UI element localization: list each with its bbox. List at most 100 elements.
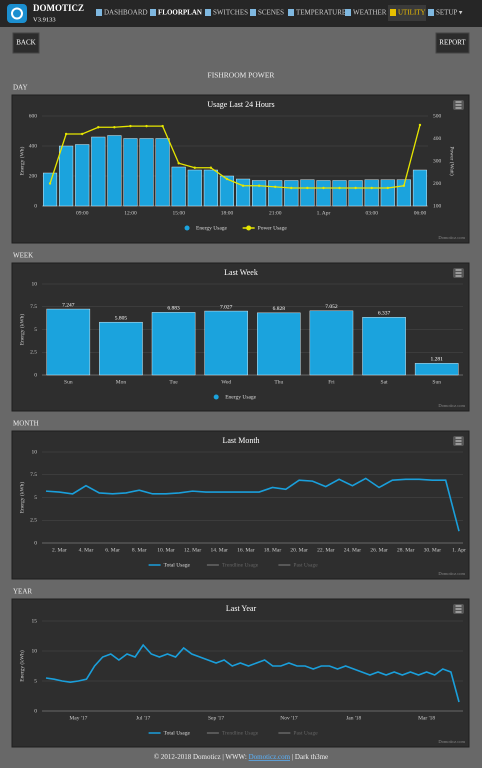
x-tick-label: 14. Mar (210, 547, 228, 553)
nav-item[interactable]: UTILITY (398, 9, 426, 17)
brand[interactable]: DOMOTICZ (33, 3, 84, 13)
x-tick-label: Sep '17 (208, 715, 224, 721)
legend-label[interactable]: Trendline Usage (222, 562, 259, 568)
line-point (97, 126, 100, 129)
footer-text: © 2012-2018 Domoticz | WWW: (154, 753, 249, 761)
line-point (354, 186, 357, 190)
bar (204, 310, 248, 376)
y-tick-label: 0 (34, 708, 37, 714)
y2-tick-label: 500 (433, 113, 442, 119)
y-tick-label: 15 (32, 618, 38, 624)
bar (316, 180, 331, 207)
x-tick-label: 26. Mar (370, 547, 388, 553)
x-tick-label: 28. Mar (397, 547, 415, 553)
bar (284, 180, 299, 207)
nav-item[interactable]: FLOORPLAN (158, 9, 202, 17)
y-tick-label: 10 (32, 648, 38, 654)
x-tick-label: 16. Mar (237, 547, 255, 553)
x-tick-label: 06:00 (414, 210, 427, 216)
nav-item[interactable]: SWITCHES (213, 9, 248, 17)
bar (139, 138, 154, 207)
x-tick-label: 24. Mar (344, 547, 362, 553)
version: V3.9133 (33, 16, 56, 23)
x-tick-label: Sun (64, 379, 73, 385)
nav-icon (345, 9, 351, 16)
legend-label[interactable]: Past Usage (293, 730, 318, 736)
data-label: 7.027 (220, 304, 233, 310)
report-label[interactable]: REPORT (439, 39, 466, 47)
section-label: YEAR (13, 588, 32, 596)
nav-icon (288, 9, 294, 16)
back-button[interactable] (12, 32, 40, 54)
chart-title: Last Year (226, 604, 257, 613)
x-tick-label: 03:00 (365, 210, 378, 216)
bar (252, 180, 267, 207)
logo[interactable] (7, 4, 27, 23)
y-tick-label: 5 (34, 495, 37, 501)
back-label[interactable]: BACK (16, 39, 35, 47)
y-tick-label: 10 (32, 449, 38, 455)
line-point (257, 184, 261, 187)
logo-mark (11, 7, 23, 20)
x-tick-label: 1. Apr (452, 547, 466, 553)
nav-item[interactable]: TEMPERATURE (296, 9, 346, 17)
data-label: 1.281 (431, 357, 444, 363)
x-tick-label: 22. Mar (317, 547, 335, 553)
x-tick-label: Mar '18 (418, 715, 435, 721)
line-point (306, 186, 309, 190)
chart-credit: Domoticz.com (438, 403, 465, 408)
footer-theme: | Dark th3me (290, 753, 328, 761)
footer-link[interactable]: Domoticz.com (249, 753, 291, 761)
page-title: FISHROOM POWER (208, 71, 275, 80)
x-tick-label: May '17 (69, 715, 87, 721)
nav-icon (150, 9, 156, 16)
legend-label[interactable]: Total Usage (164, 562, 191, 568)
data-label: 7.247 (62, 302, 75, 308)
nav-item[interactable]: SETUP ▾ (436, 9, 463, 17)
bar (59, 145, 74, 207)
x-tick-label: 20. Mar (290, 547, 308, 553)
x-tick-label: Sun (432, 379, 441, 385)
legend-label[interactable]: Energy Usage (225, 394, 256, 400)
x-tick-label: Mon (116, 379, 127, 385)
x-tick-label: Nov '17 (280, 715, 298, 721)
y-tick-label: 10 (32, 281, 38, 287)
nav-menu: DASHBOARD FLOORPLAN SWITCHES SCENES TEMPERAT… (96, 9, 463, 17)
y-axis-label: Energy (kWh) (18, 314, 25, 346)
legend-label[interactable]: Trendline Usage (222, 730, 259, 736)
nav-active-bg (388, 5, 426, 21)
legend-label[interactable]: Past Usage (293, 562, 318, 568)
bar (380, 179, 395, 207)
chart-credit: Domoticz.com (438, 739, 465, 744)
chart-title: Usage Last 24 Hours (207, 100, 274, 109)
nav-icon (205, 9, 211, 16)
y-axis-label: Energy (Wh) (18, 146, 25, 175)
nav-item[interactable]: SCENES (258, 9, 284, 17)
bar (75, 144, 90, 207)
line-point (418, 123, 422, 127)
bar (309, 310, 354, 376)
chart-panel (11, 430, 470, 580)
line-point (370, 186, 373, 190)
x-tick-label: 21:00 (269, 210, 282, 216)
bar (99, 321, 143, 376)
bar (300, 179, 315, 207)
nav-item[interactable]: WEATHER (353, 9, 387, 17)
line-point (290, 186, 293, 190)
bar (364, 179, 379, 207)
x-tick-label: 09:00 (76, 210, 89, 216)
bar (203, 169, 218, 207)
line-point (225, 177, 229, 181)
line-point (81, 132, 84, 136)
x-tick-label: Tue (169, 379, 178, 385)
bar (155, 138, 170, 207)
report-button[interactable] (435, 32, 470, 54)
y-tick-label: 5 (34, 678, 37, 684)
nav-item[interactable]: DASHBOARD (104, 9, 148, 17)
legend-label[interactable]: Total Usage (164, 730, 191, 736)
bar (151, 312, 196, 376)
legend-label[interactable]: Energy Usage (196, 225, 227, 231)
bar (46, 308, 91, 376)
legend-label[interactable]: Power Usage (258, 225, 288, 231)
